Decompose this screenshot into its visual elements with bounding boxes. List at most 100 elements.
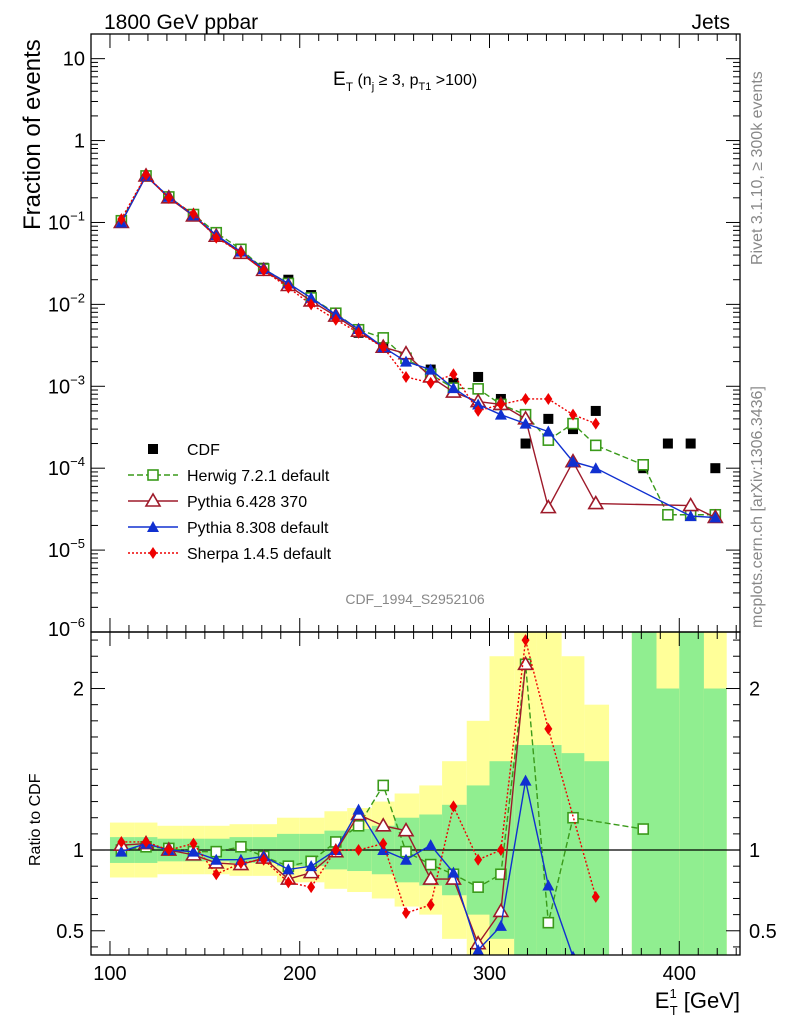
legend-label-pythia6: Pythia 6.428 370 [187,494,307,511]
ratio-point-herwig-5 [235,840,247,853]
point-sherpa-20 [591,417,600,430]
legend-entry-pythia6: Pythia 6.428 370 [128,492,307,511]
x-tick-label-100: 100 [93,963,126,985]
point-sherpa-3 [189,207,198,220]
point-pythia6-18 [539,499,557,514]
point-pythia6-21 [682,496,700,512]
point-herwig-15 [472,383,484,395]
point-sherpa-1 [142,168,151,181]
point-cdf-22 [662,438,673,449]
ratio-plot-area [91,634,740,955]
ratio-point-pythia8-15 [472,944,485,955]
ratio-point-herwig-16 [495,868,507,881]
mcplots-label: mcplots.cern.ch [arXiv:1306.3436] [749,386,766,628]
ratio-point-sherpa-2 [164,844,173,857]
ratio-tick-label-2: 2 [73,679,84,701]
point-sherpa-18 [544,392,553,405]
main-plot-area [112,167,724,524]
point-pythia8-8 [305,291,318,303]
point-cdf-18 [543,413,554,424]
series-cdf [116,170,721,474]
ratio-point-pythia8-7 [282,863,295,875]
point-pythia8-17 [519,417,532,429]
legend-marker-pythia6 [144,492,162,507]
x-tick-labels: 100 200 300 400 [93,963,696,985]
y-tick-label-1e-6: 10−6 [48,615,85,641]
ratio-point-sherpa-0 [117,835,126,848]
point-sherpa-5 [236,246,245,259]
series-line-herwig [120,174,716,516]
point-pythia8-22 [709,511,722,523]
y-tick-label-1e-5: 10−5 [48,536,85,562]
y-tick-label-1e-4: 10−4 [48,454,85,480]
point-sherpa-12 [402,370,411,383]
ratio-tick-label-1: 1 [73,840,84,862]
ratio-point-pythia6-16 [492,902,510,918]
ratio-tick-label-right-2: 2 [749,679,760,701]
ratio-point-sherpa-14 [449,800,458,813]
y-tick-label-10: 10 [63,49,85,71]
ratio-point-pythia8-10 [352,803,365,815]
ratio-line-sherpa [121,639,597,914]
header-left: 1800 GeV ppbar [104,11,258,34]
legend-label-herwig: Herwig 7.2.1 default [187,468,330,485]
legend-label-pythia8: Pythia 8.308 default [187,520,329,537]
point-sherpa-7 [284,281,293,294]
ratio-y-tick-labels: 2 1 0.5 2 1 0.5 [56,679,777,943]
main-y-tick-labels: 10 1 10−1 10−2 10−3 10−4 10−5 10−6 [48,49,85,641]
ratio-tick-label-right-0-5: 0.5 [749,921,777,943]
point-sherpa-6 [259,264,268,277]
point-sherpa-11 [379,341,388,354]
point-sherpa-8 [307,298,316,311]
ratio-point-pythia8-12 [400,853,413,865]
ratio-point-sherpa-5 [236,856,245,869]
x-tick-label-200: 200 [283,963,316,985]
ratio-point-pythia8-3 [187,845,200,857]
band-inner-19 [561,753,585,955]
x-tick-label-400: 400 [663,963,696,985]
header-right: Jets [691,11,730,34]
ratio-point-pythia8-18 [542,879,555,891]
ratio-point-pythia8-14 [447,866,460,878]
point-herwig-21 [637,458,650,471]
main-ylabel: Fraction of events [19,39,46,230]
point-sherpa-15 [474,404,483,417]
ratio-point-sherpa-11 [379,837,388,850]
point-sherpa-16 [496,398,505,411]
ratio-point-sherpa-12 [402,907,411,920]
ratio-point-sherpa-4 [212,868,221,881]
ratio-point-pythia6-13 [422,870,440,885]
legend-label-cdf: CDF [187,442,220,459]
ratio-point-sherpa-1 [142,835,151,848]
ratio-point-herwig-19 [567,811,579,824]
point-pythia8-14 [447,382,460,394]
legend-entry-sherpa: Sherpa 1.4.5 default [128,546,332,563]
band-inner-22 [631,632,657,955]
point-pythia8-18 [542,425,555,437]
ratio-point-sherpa-8 [307,881,316,894]
ratio-point-herwig-11 [377,779,390,792]
ratio-frame [90,631,741,956]
point-sherpa-10 [354,326,363,339]
ratio-point-herwig-20 [637,823,650,835]
y-tick-label-1e-2: 10−2 [48,290,85,316]
point-herwig-20 [589,439,602,452]
axes [90,33,741,956]
ratio-series-sherpa [117,634,600,920]
ratio-point-sherpa-16 [496,844,505,857]
legend: CDF Herwig 7.2.1 default Pythia 6.428 37… [128,442,332,563]
series-sherpa [117,168,600,430]
ratio-point-pythia8-4 [210,853,223,865]
rivet-label: Rivet 3.1.10, ≥ 300k events [749,71,766,265]
analysis-id: CDF_1994_S2952106 [345,591,485,607]
ratio-point-pythia6-12 [397,822,415,837]
ratio-point-pythia8-16 [494,919,507,931]
legend-marker-sherpa [149,547,157,559]
ratio-point-herwig-15 [472,881,484,893]
point-pythia8-20 [589,462,602,474]
legend-marker-pythia8 [147,521,159,532]
ratio-point-pythia6-14 [445,870,462,885]
point-cdf-17 [520,438,531,449]
point-herwig-22 [662,508,674,521]
point-sherpa-13 [426,376,435,389]
